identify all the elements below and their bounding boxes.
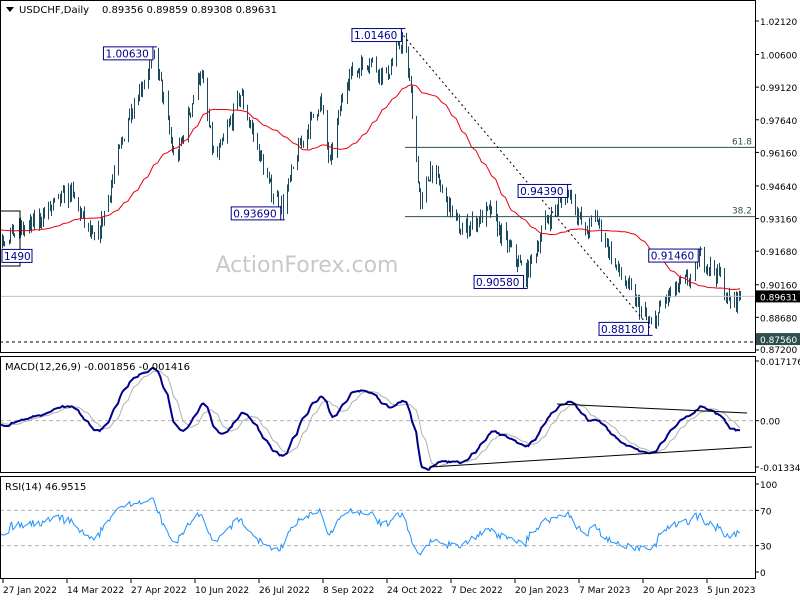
x-axis-label: 20 Jan 2023 bbox=[515, 586, 569, 596]
x-axis-label: 14 Mar 2022 bbox=[67, 586, 124, 596]
moving-average-line bbox=[1, 84, 741, 291]
symbol-header: USDCHF,Daily bbox=[19, 5, 89, 16]
macd-panel bbox=[0, 356, 756, 473]
price-axis-label: 0.94640 bbox=[760, 183, 797, 193]
swing-label: 0.90580 bbox=[476, 277, 519, 289]
swing-label-box bbox=[598, 321, 650, 336]
last-price-tag bbox=[756, 290, 800, 303]
rsi-line bbox=[1, 497, 741, 556]
rsi-axis-label: 70 bbox=[760, 507, 772, 517]
fib-level-label: 61.8 bbox=[732, 137, 752, 147]
support-price-tag bbox=[756, 333, 800, 346]
swing-label-box bbox=[517, 183, 569, 198]
fib-trend-line bbox=[403, 35, 651, 329]
rsi-axis-label: 100 bbox=[760, 481, 777, 491]
fib-level-label: 38.2 bbox=[732, 207, 752, 217]
last-price-label: 0.89631 bbox=[760, 293, 797, 303]
x-axis-label: 7 Mar 2023 bbox=[579, 586, 630, 596]
x-axis-label: 5 Jun 2023 bbox=[707, 586, 755, 596]
swing-label: 0.88180 bbox=[601, 324, 644, 336]
price-axis-label: 0.90160 bbox=[760, 282, 797, 292]
swing-label-box bbox=[102, 46, 154, 61]
rsi-axis-label: 30 bbox=[760, 543, 772, 553]
price-axis-label: 0.93160 bbox=[760, 216, 797, 226]
swing-label-box bbox=[648, 248, 699, 263]
macd-lower-trendline bbox=[429, 446, 753, 468]
swing-label: 0.93690 bbox=[233, 208, 276, 220]
x-axis-label: 26 Jul 2022 bbox=[259, 586, 310, 596]
price-panel bbox=[0, 0, 756, 353]
rsi-panel bbox=[0, 476, 756, 579]
price-axis-label: 0.87200 bbox=[760, 346, 797, 356]
swing-label-box bbox=[351, 28, 402, 43]
macd-signal-line bbox=[1, 370, 741, 468]
price-axis-label: 1.02120 bbox=[760, 18, 797, 28]
price-axis-label: 0.97640 bbox=[760, 117, 797, 127]
swing-label: 1.01460 bbox=[354, 30, 397, 42]
watermark: ActionForex.com bbox=[216, 253, 399, 278]
swing-label: 0.91460 bbox=[651, 251, 694, 263]
swing-label: 1490 bbox=[4, 251, 31, 263]
x-axis-label: 20 Apr 2023 bbox=[643, 586, 699, 596]
macd-axis-label: -0.01334 bbox=[760, 464, 800, 474]
collapse-triangle-icon[interactable] bbox=[6, 7, 14, 12]
ohlc-header: 0.89356 0.89859 0.89308 0.89631 bbox=[102, 5, 277, 16]
swing-label: 0.94390 bbox=[520, 186, 563, 198]
swing-label-box bbox=[473, 274, 525, 289]
support-price-label: 0.87560 bbox=[760, 336, 797, 346]
macd-header: MACD(12,26,9) -0.001856 -0.001416 bbox=[5, 362, 190, 373]
x-axis-label: 27 Jan 2022 bbox=[3, 586, 57, 596]
rsi-header: RSI(14) 46.9515 bbox=[5, 482, 86, 493]
macd-axis-label: 0.00 bbox=[760, 418, 780, 428]
x-axis-label: 24 Oct 2022 bbox=[387, 586, 443, 596]
swing-label: 1.00630 bbox=[105, 48, 148, 60]
price-axis-label: 1.00600 bbox=[760, 52, 797, 62]
price-axis-label: 0.88680 bbox=[760, 314, 797, 324]
price-axis-label: 0.91680 bbox=[760, 248, 797, 258]
x-axis-label: 7 Dec 2022 bbox=[451, 586, 503, 596]
bracket-marker bbox=[1, 210, 21, 267]
macd-upper-trendline bbox=[556, 403, 748, 414]
price-axis-label: 0.96160 bbox=[760, 149, 797, 159]
macd-axis-label: 0.017176 bbox=[760, 358, 800, 368]
macd-line bbox=[1, 366, 741, 471]
x-axis-label: 10 Jun 2022 bbox=[195, 586, 249, 596]
rsi-axis-label: 0 bbox=[760, 569, 766, 579]
price-axis-label: 0.99120 bbox=[760, 84, 797, 94]
swing-label-box bbox=[230, 206, 282, 221]
x-axis-label: 27 Apr 2022 bbox=[131, 586, 187, 596]
x-axis-label: 8 Sep 2022 bbox=[323, 586, 374, 596]
swing-label-box bbox=[1, 248, 33, 263]
